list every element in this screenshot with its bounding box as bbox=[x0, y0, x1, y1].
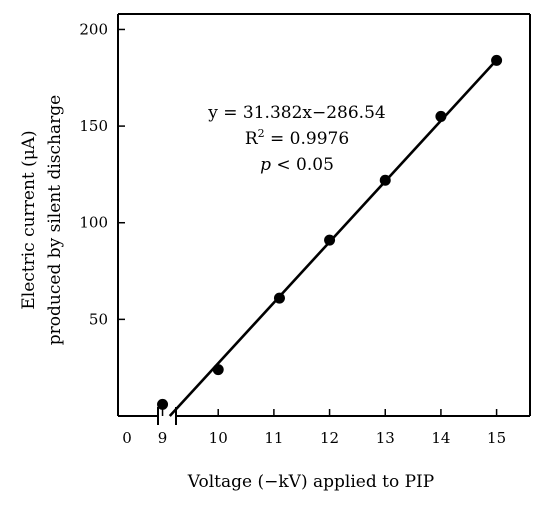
data-point-3 bbox=[273, 292, 285, 304]
data-point-6 bbox=[435, 110, 447, 122]
plot-frame bbox=[117, 13, 531, 425]
y-tick-label-100: 100 bbox=[79, 214, 108, 232]
x-axis-title: Voltage (−kV) applied to PIP bbox=[187, 472, 434, 492]
data-point-1 bbox=[157, 398, 169, 410]
y-tick-label-50: 50 bbox=[89, 310, 108, 328]
y-axis-title-group: Electric current (μA) produced by silent… bbox=[19, 95, 65, 345]
data-point-7 bbox=[491, 54, 503, 66]
p-value-text: < 0.05 bbox=[271, 155, 334, 175]
x-tick-label-11: 11 bbox=[264, 429, 283, 447]
regression-equation: y = 31.382x−286.54 bbox=[207, 103, 385, 123]
p-value-annotation: p < 0.05 bbox=[260, 155, 334, 175]
y-tick-label-150: 150 bbox=[79, 117, 108, 135]
data-points bbox=[157, 54, 503, 410]
x-tick-label-13: 13 bbox=[376, 429, 395, 447]
p-value-symbol: p bbox=[260, 155, 271, 175]
y-tick-label-200: 200 bbox=[79, 20, 108, 38]
x-tick-label-0: 0 bbox=[122, 429, 132, 447]
y-axis-title-line-2: produced by silent discharge bbox=[45, 95, 65, 345]
r-squared-annotation: R2 = 0.9976 bbox=[245, 127, 349, 149]
x-tick-label-12: 12 bbox=[320, 429, 339, 447]
data-point-5 bbox=[379, 174, 391, 186]
x-tick-label-15: 15 bbox=[487, 429, 506, 447]
x-tick-label-10: 10 bbox=[209, 429, 228, 447]
r-squared-exponent: 2 bbox=[258, 127, 265, 140]
r-squared-symbol: R bbox=[245, 129, 259, 149]
x-tick-label-9: 9 bbox=[158, 429, 168, 447]
r-squared-value: = 0.9976 bbox=[265, 129, 350, 149]
y-axis-title-line-1: Electric current (μA) bbox=[19, 130, 39, 309]
axis-ticks: 50 100 150 200 0 9 10 11 12 13 14 15 bbox=[79, 20, 506, 447]
data-point-4 bbox=[324, 234, 336, 246]
x-tick-label-14: 14 bbox=[431, 429, 450, 447]
data-point-2 bbox=[212, 364, 224, 376]
